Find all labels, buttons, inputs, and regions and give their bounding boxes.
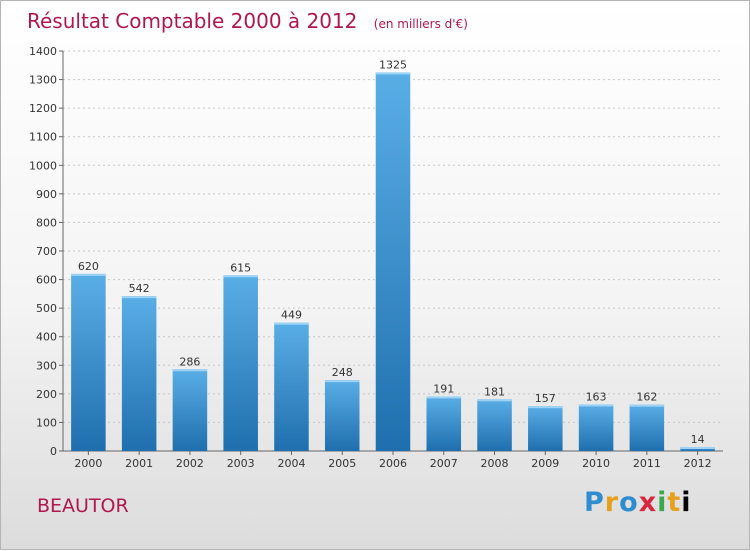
bar-highlight xyxy=(324,380,360,383)
y-tick-label: 1100 xyxy=(29,131,57,144)
x-tick-label: 2009 xyxy=(531,457,559,470)
title-unit: (en milliers d'€) xyxy=(373,17,468,31)
value-label: 157 xyxy=(535,392,556,405)
y-tick-label: 300 xyxy=(36,359,57,372)
bars: 620 542 286 615 449 248 1325 191 181 157 163 162 14 xyxy=(71,58,715,451)
y-tick-label: 600 xyxy=(36,274,57,287)
y-tick-label: 500 xyxy=(36,302,57,315)
proxiti-logo: Proxiti xyxy=(584,487,692,518)
bar-2010 xyxy=(578,404,614,451)
commune-name: BEAUTOR xyxy=(37,495,129,517)
y-axis-ticks: 0 100 200 300 400 500 600 700 800 900 1000 1100 1200… xyxy=(29,45,63,458)
value-label: 14 xyxy=(691,433,705,446)
value-label: 286 xyxy=(179,355,200,368)
x-tick-label: 2011 xyxy=(633,457,661,470)
y-tick-label: 0 xyxy=(50,445,57,458)
logo-letter: t xyxy=(667,487,682,518)
value-label: 163 xyxy=(586,390,607,403)
y-tick-label: 400 xyxy=(36,331,57,344)
bar-2000 xyxy=(71,273,106,451)
bar-2009 xyxy=(528,406,563,451)
x-tick-label: 2002 xyxy=(176,457,204,470)
value-label: 1325 xyxy=(379,58,407,71)
bar-2008 xyxy=(477,399,512,451)
bar-highlight xyxy=(375,72,411,75)
value-label: 248 xyxy=(332,366,353,379)
y-tick-label: 900 xyxy=(36,188,57,201)
value-label: 449 xyxy=(281,309,302,322)
bar-highlight xyxy=(121,296,157,299)
value-label: 191 xyxy=(433,382,454,395)
x-tick-label: 2006 xyxy=(379,457,407,470)
logo-letter: P xyxy=(584,487,605,518)
x-tick-label: 2007 xyxy=(430,457,458,470)
bar-2005 xyxy=(324,380,360,451)
x-tick-label: 2010 xyxy=(582,457,610,470)
y-tick-label: 800 xyxy=(36,216,57,229)
y-tick-label: 100 xyxy=(36,416,57,429)
bar-highlight xyxy=(223,275,258,278)
value-label: 620 xyxy=(78,260,99,273)
bar-highlight xyxy=(629,404,665,407)
bar-2004 xyxy=(274,322,309,451)
bar-2006 xyxy=(375,72,411,451)
value-label: 615 xyxy=(230,261,251,274)
bar-highlight xyxy=(477,399,512,402)
x-tick-label: 2008 xyxy=(481,457,509,470)
bar-2003 xyxy=(223,275,258,451)
logo-letter: x xyxy=(638,487,658,518)
bar-2001 xyxy=(121,296,157,451)
value-label: 542 xyxy=(129,282,150,295)
y-tick-label: 1000 xyxy=(29,159,57,172)
logo-letter: r xyxy=(604,487,620,518)
bar-2007 xyxy=(426,396,462,451)
value-label: 181 xyxy=(484,385,505,398)
logo-letter: i xyxy=(657,487,668,518)
bar-highlight xyxy=(172,369,208,372)
x-tick-label: 2004 xyxy=(277,457,305,470)
y-tick-label: 1400 xyxy=(29,45,57,58)
y-tick-label: 200 xyxy=(36,388,57,401)
bar-highlight xyxy=(71,273,106,276)
x-tick-label: 2003 xyxy=(227,457,255,470)
logo-letter: i xyxy=(681,487,692,518)
x-axis-ticks: 2000 2001 2002 2003 2004 2005 2006 2007 2008 2009… xyxy=(74,451,712,470)
bar-2002 xyxy=(172,369,208,451)
bar-2011 xyxy=(629,404,665,451)
y-tick-label: 1200 xyxy=(29,102,57,115)
x-tick-label: 2012 xyxy=(684,457,712,470)
bar-highlight xyxy=(578,404,614,407)
chart-title: Résultat Comptable 2000 à 2012 (en milli… xyxy=(27,9,468,33)
bar-highlight xyxy=(426,396,462,399)
logo-letter: o xyxy=(619,487,639,518)
bar-highlight xyxy=(528,406,563,409)
title-text: Résultat Comptable 2000 à 2012 xyxy=(27,9,358,33)
x-tick-label: 2001 xyxy=(125,457,153,470)
bar-highlight xyxy=(680,447,715,449)
value-label: 162 xyxy=(636,391,657,404)
x-tick-label: 2005 xyxy=(328,457,356,470)
y-tick-label: 1300 xyxy=(29,74,57,87)
x-tick-label: 2000 xyxy=(74,457,102,470)
y-tick-label: 700 xyxy=(36,245,57,258)
bar-highlight xyxy=(274,322,309,325)
